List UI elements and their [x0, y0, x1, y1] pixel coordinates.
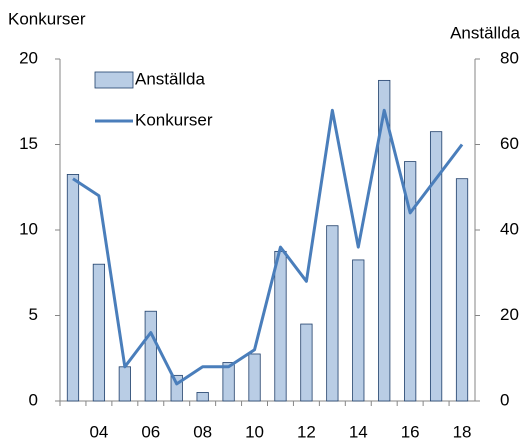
y2-tick-label: 0 — [500, 390, 509, 409]
bar — [429, 131, 443, 402]
bar — [378, 79, 391, 402]
y-tick-label: 0 — [29, 390, 38, 409]
y-tick-label: 10 — [19, 219, 38, 238]
legend-swatch — [94, 71, 134, 89]
bar — [222, 362, 235, 402]
bar — [274, 250, 287, 402]
y2-tick-label: 40 — [500, 219, 519, 238]
x-tick-label: 06 — [141, 422, 160, 441]
bar — [170, 374, 183, 402]
y-axis-label: Konkurser — [8, 9, 86, 28]
bar — [92, 263, 106, 402]
bar — [455, 178, 469, 402]
y2-tick-label: 80 — [500, 48, 519, 67]
y2-tick-label: 20 — [500, 305, 519, 324]
legend-label: Anställda — [135, 69, 205, 88]
y2-tick-label: 60 — [500, 134, 519, 153]
bar — [300, 323, 313, 402]
x-tick-label: 10 — [245, 422, 264, 441]
legend-label: Konkurser — [135, 110, 213, 129]
bar — [118, 366, 131, 402]
bar — [326, 225, 339, 402]
x-tick-label: 18 — [453, 422, 472, 441]
bar — [404, 161, 417, 402]
line — [72, 108, 464, 386]
bar — [248, 353, 261, 402]
bar — [196, 392, 209, 402]
x-tick-label: 16 — [401, 422, 420, 441]
x-tick-label: 12 — [297, 422, 316, 441]
bar — [352, 259, 365, 402]
x-tick-label: 08 — [193, 422, 212, 441]
y-tick-label: 5 — [29, 305, 38, 324]
y2-axis-label: Anställda — [450, 23, 520, 42]
bar — [144, 310, 157, 402]
x-tick-label: 04 — [89, 422, 108, 441]
y-tick-label: 20 — [19, 48, 38, 67]
bar — [66, 174, 80, 402]
y-tick-label: 15 — [19, 134, 38, 153]
x-tick-label: 14 — [349, 422, 368, 441]
